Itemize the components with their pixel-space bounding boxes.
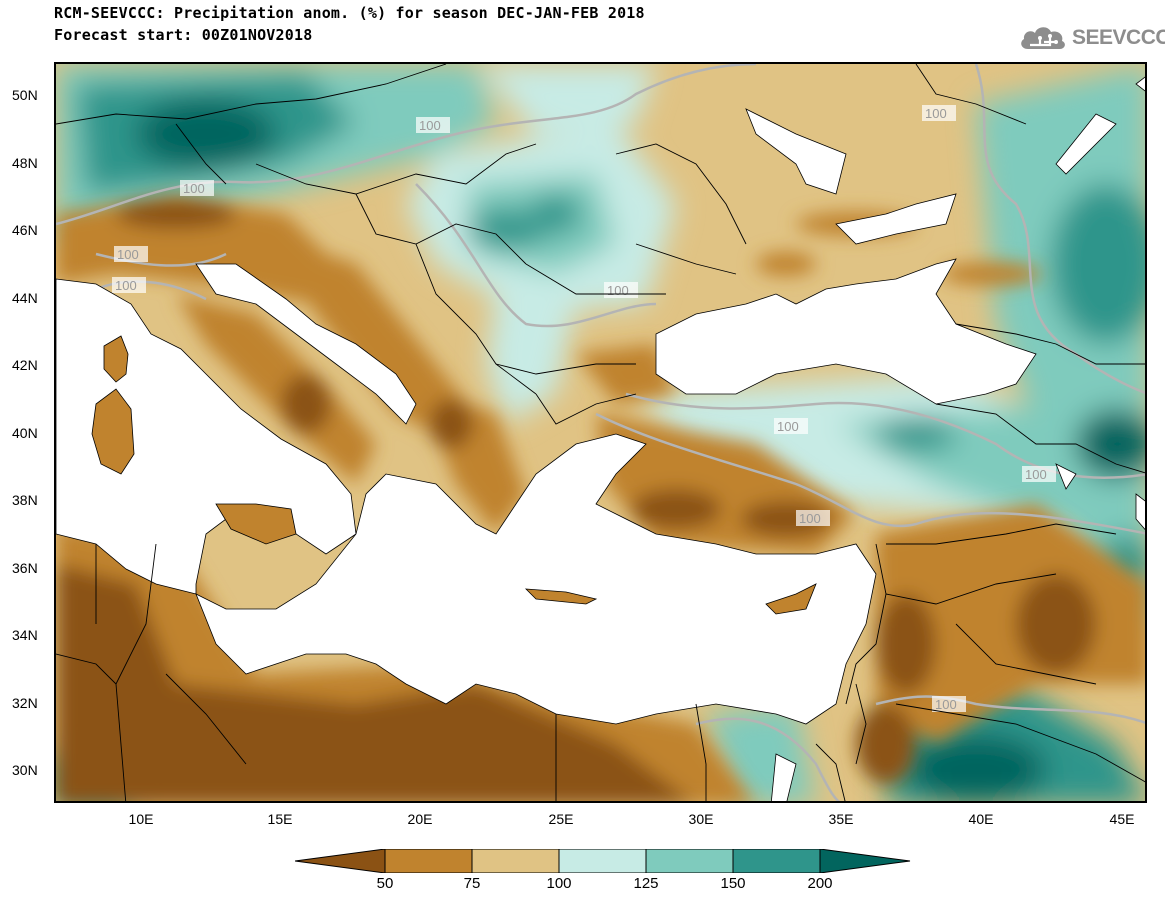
country-borders [56, 64, 1145, 801]
contour-label: 100 [799, 511, 821, 526]
colorbar-segment-50-75 [384, 849, 473, 873]
lat-label-32n: 32N [12, 695, 38, 711]
contour-label: 100 [419, 118, 441, 133]
lon-label-45e: 45E [1109, 811, 1135, 827]
colorbar-segment-150-200 [732, 849, 821, 873]
contour-label: 100 [1025, 467, 1047, 482]
contour-label: 100 [117, 247, 139, 262]
colorbar-segment-75-100 [471, 849, 560, 873]
contour-label: 100 [935, 697, 957, 712]
lat-label-48n: 48N [12, 155, 38, 171]
lon-label-25e: 25E [548, 811, 574, 827]
colorbar-segment-above-200 [819, 849, 911, 873]
lat-label-44n: 44N [12, 290, 38, 306]
lon-label-40e: 40E [968, 811, 994, 827]
colorbar-segment-100-125 [558, 849, 647, 873]
forecast-start-subtitle: Forecast start: 00Z01NOV2018 [54, 26, 313, 44]
colorbar-label-125: 125 [633, 875, 659, 892]
lon-label-10e: 10E [128, 811, 154, 827]
contour-label: 100 [607, 283, 629, 298]
lat-label-38n: 38N [12, 492, 38, 508]
lat-label-34n: 34N [12, 627, 38, 643]
contour-label: 100 [925, 106, 947, 121]
colorbar [295, 849, 911, 873]
colorbar-label-100: 100 [546, 875, 572, 892]
lat-label-36n: 36N [12, 560, 38, 576]
contour-label: 100 [115, 278, 137, 293]
map-canvas: 100 100 100 100 100 100 100 100 100 100 [56, 64, 1145, 801]
lat-label-50n: 50N [12, 87, 38, 103]
colorbar-label-200: 200 [807, 875, 833, 892]
cloud-icon [1021, 27, 1065, 49]
contour-label: 100 [183, 181, 205, 196]
lat-label-40n: 40N [12, 425, 38, 441]
contour-label: 100 [777, 419, 799, 434]
sea-areas [56, 76, 1145, 801]
lat-label-30n: 30N [12, 762, 38, 778]
colorbar-label-75: 75 [463, 875, 481, 892]
lon-label-20e: 20E [407, 811, 433, 827]
islands [91, 335, 817, 615]
lat-label-42n: 42N [12, 357, 38, 373]
colorbar-label-150: 150 [720, 875, 746, 892]
precipitation-anomaly-map: 100 100 100 100 100 100 100 100 100 100 [54, 62, 1147, 803]
contour-lines [56, 64, 1145, 801]
lon-label-15e: 15E [267, 811, 293, 827]
lon-label-30e: 30E [688, 811, 714, 827]
map-title: RCM-SEEVCCC: Precipitation anom. (%) for… [54, 4, 645, 22]
colorbar-segment-125-150 [645, 849, 734, 873]
colorbar-segment-below-50 [295, 849, 386, 873]
lat-label-46n: 46N [12, 222, 38, 238]
lon-label-35e: 35E [828, 811, 854, 827]
colorbar-label-50: 50 [376, 875, 394, 892]
seevccc-logo: SEEVCCC [1018, 22, 1165, 54]
contour-labels: 100 100 100 100 100 100 100 100 100 100 [112, 105, 1056, 712]
logo-text: SEEVCCC [1072, 26, 1165, 49]
